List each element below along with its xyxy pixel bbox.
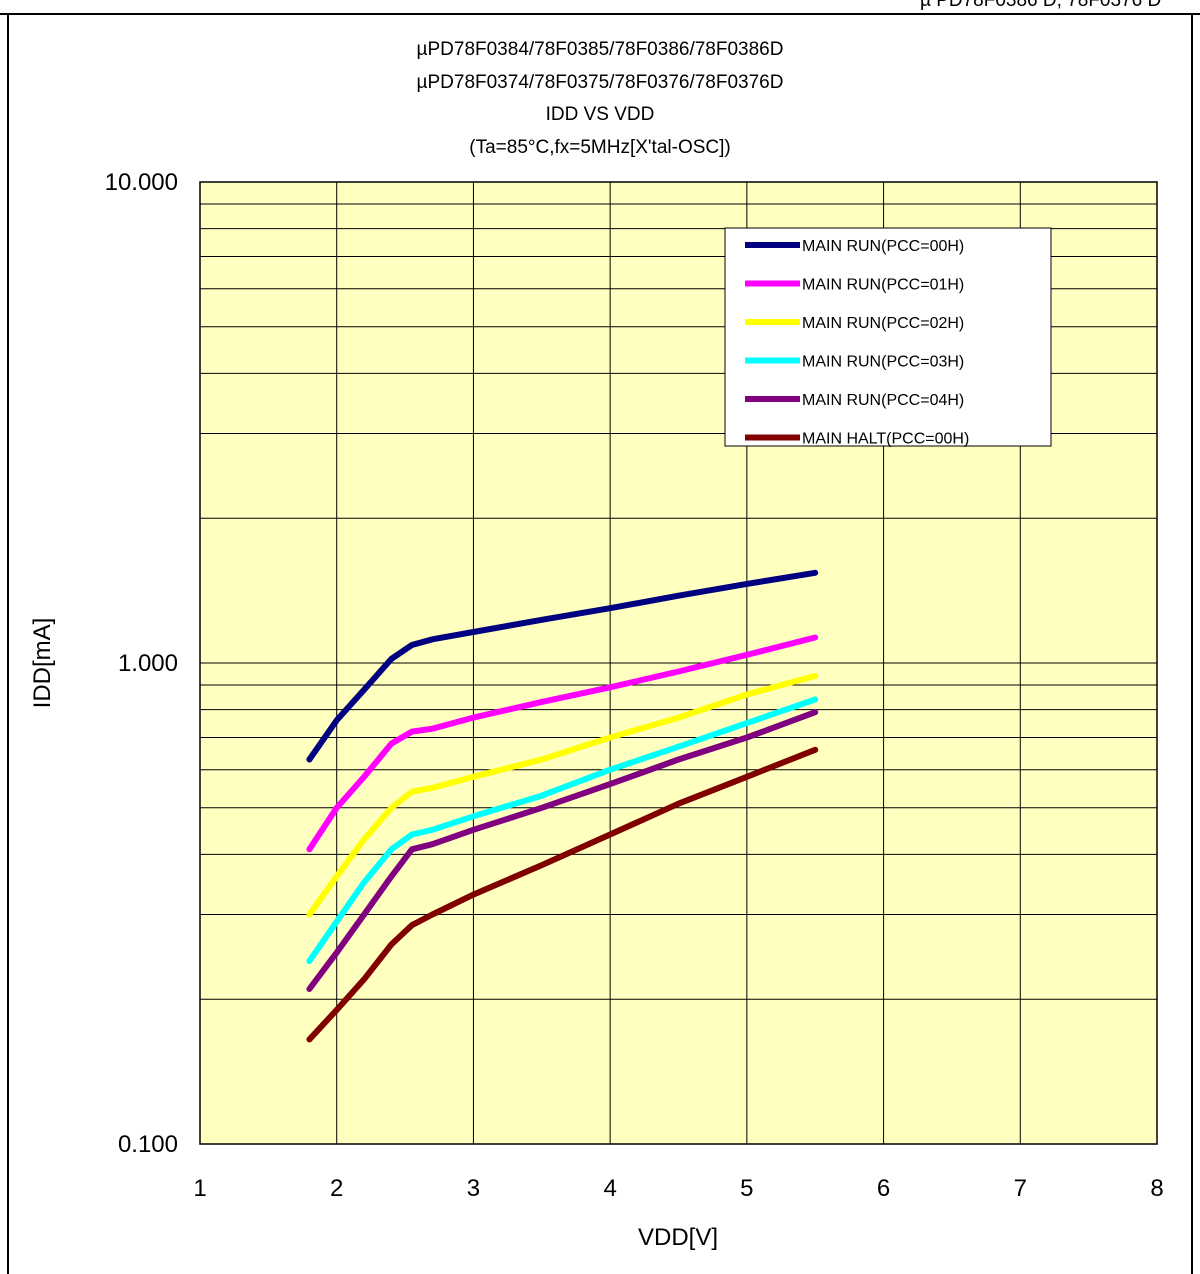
x-tick-label: 2 <box>330 1175 343 1202</box>
x-tick-label: 6 <box>877 1175 890 1202</box>
legend-label: MAIN RUN(PCC=00H) <box>802 238 964 255</box>
y-tick-label: 10.000 <box>105 169 178 196</box>
series-layer <box>306 569 819 1043</box>
chart-title-line-1: µPD78F0384/78F0385/78F0386/78F0386D <box>417 39 784 60</box>
series-line-5 <box>306 709 819 992</box>
legend-label: MAIN HALT(PCC=00H) <box>802 431 969 448</box>
series-line-2 <box>306 634 819 853</box>
series-line-6 <box>306 746 819 1043</box>
legend: MAIN RUN(PCC=00H) MAIN RUN(PCC=01H) MAIN R… <box>724 227 1052 448</box>
x-axis-ticks: 1 2 3 4 5 6 7 8 <box>193 1175 1163 1202</box>
legend-label: MAIN RUN(PCC=03H) <box>802 354 964 371</box>
x-tick-label: 3 <box>467 1175 480 1202</box>
y-tick-label: 0.100 <box>118 1131 178 1158</box>
x-tick-label: 8 <box>1150 1175 1163 1202</box>
chart-title-line-3: IDD VS VDD <box>546 104 655 125</box>
legend-box <box>724 227 1052 447</box>
series-line-1 <box>306 569 819 763</box>
legend-label: MAIN RUN(PCC=02H) <box>802 315 964 332</box>
y-tick-label: 1.000 <box>118 650 178 677</box>
x-tick-label: 7 <box>1014 1175 1027 1202</box>
chart-title-line-2: µPD78F0374/78F0375/78F0376/78F0376D <box>417 72 784 93</box>
series-line-4 <box>306 696 819 965</box>
series-line-3 <box>306 672 819 918</box>
y-axis-ticks: 10.000 1.000 0.100 <box>105 169 178 1158</box>
y-axis-label: IDD[mA] <box>29 618 56 709</box>
x-tick-label: 1 <box>193 1175 206 1202</box>
legend-label: MAIN RUN(PCC=01H) <box>802 277 964 294</box>
plot-border <box>199 181 1158 1145</box>
x-axis-label: VDD[V] <box>638 1224 718 1251</box>
legend-label: MAIN RUN(PCC=04H) <box>802 392 964 409</box>
x-tick-label: 5 <box>740 1175 753 1202</box>
x-tick-label: 4 <box>603 1175 616 1202</box>
chart-title-line-4: (Ta=85°C,fx=5MHz[X'tal-OSC]) <box>469 137 730 158</box>
header-partial-text: µ PD78F0386 D, 78F0376 D <box>920 0 1161 11</box>
